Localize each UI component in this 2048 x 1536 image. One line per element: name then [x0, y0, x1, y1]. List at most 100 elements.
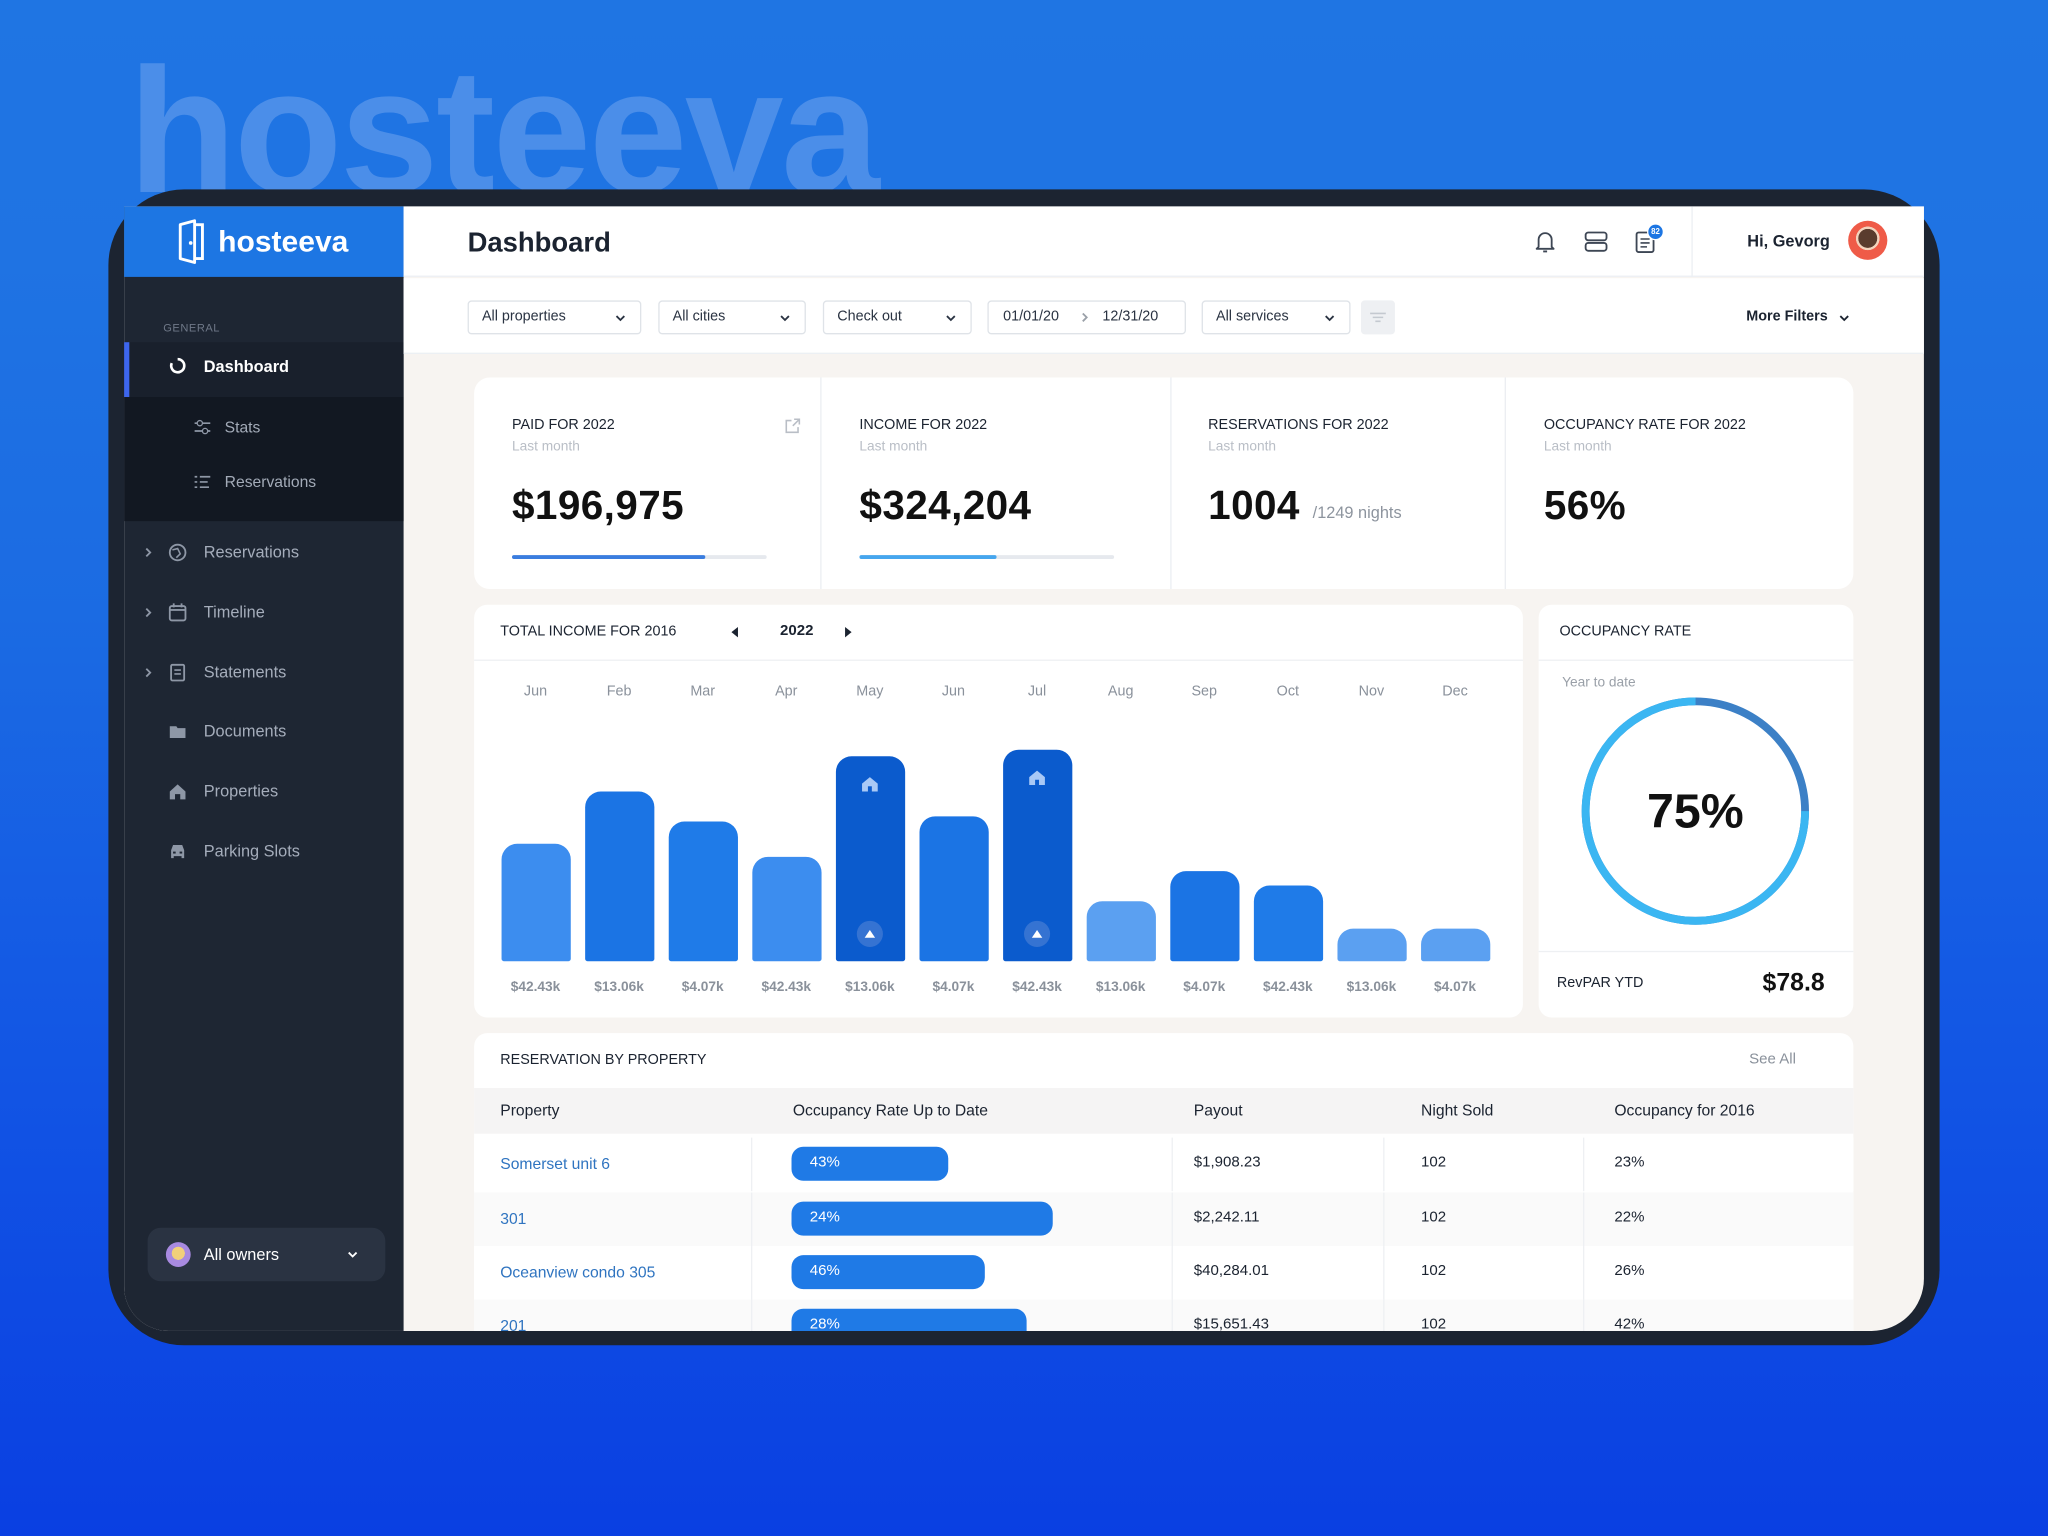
see-all[interactable]: See All [1749, 1051, 1796, 1068]
nav-item[interactable]: Documents [203, 721, 287, 741]
occupancy-bar [791, 1255, 985, 1290]
bar[interactable] [1253, 885, 1323, 962]
cell-separator [751, 1245, 753, 1299]
bar[interactable] [1336, 928, 1407, 962]
sidebar: GENERAL Dashboard Stats Reservations Reserva… [124, 206, 404, 1331]
notification-count: 82 [1651, 227, 1660, 236]
stack-icon-part [1584, 231, 1608, 242]
bar-label: $42.43k [1263, 979, 1313, 995]
property-link[interactable]: 201 [500, 1316, 527, 1331]
user-avatar[interactable] [1848, 220, 1888, 260]
bar[interactable] [584, 791, 654, 962]
cell-separator [1171, 1136, 1173, 1191]
nav-item[interactable]: Parking Slots [203, 842, 300, 861]
cell-separator [1583, 1191, 1585, 1246]
kpi-divider [1170, 377, 1172, 590]
submenu-item[interactable]: Reservations [224, 472, 317, 492]
owner-avatar [165, 1242, 191, 1267]
bar[interactable] [1420, 928, 1490, 962]
month-label: May [856, 683, 884, 700]
nav-icon-part [169, 357, 186, 374]
chevron [1325, 315, 1335, 322]
nav-icon-part [174, 669, 181, 675]
owner-select[interactable]: All owners [147, 1227, 386, 1282]
more-filters[interactable]: More Filters [1746, 308, 1828, 325]
card-divider [474, 659, 1523, 661]
nav-item[interactable]: Reservations [203, 543, 300, 562]
filter-button[interactable] [1360, 300, 1395, 335]
bar-house-icon-part [1035, 779, 1040, 785]
cell-separator [1383, 1136, 1385, 1191]
bar-label: $13.06k [845, 979, 895, 995]
nav-icon-part [168, 605, 187, 622]
occupancy-bar [791, 1201, 1053, 1236]
table-cell: $1,908.23 [1193, 1154, 1261, 1171]
bar-label: $13.06k [1095, 979, 1146, 995]
nav-item-active[interactable]: Dashboard [203, 357, 290, 376]
logo-icon-part [194, 223, 204, 261]
bar[interactable] [500, 843, 571, 962]
table-cell: 102 [1421, 1263, 1447, 1280]
kpi-title: OCCUPANCY RATE FOR 2022 [1543, 417, 1746, 433]
stack-icon [1584, 231, 1608, 252]
property-link[interactable]: Somerset unit 6 [500, 1154, 611, 1173]
table-cell: 26% [1614, 1263, 1645, 1280]
column-header: Occupancy for 2016 [1614, 1101, 1755, 1120]
kpi-value: $324,204 [859, 482, 1032, 529]
bar-house-icon [862, 777, 878, 792]
filter-dropdown[interactable] [467, 300, 642, 335]
table-cell: 102 [1421, 1154, 1447, 1171]
submenu-icon-part [201, 427, 209, 435]
bar-label: $4.07k [1183, 979, 1226, 995]
column-header: Occupancy Rate Up to Date [792, 1101, 988, 1120]
kpi-suffix: /1249 nights [1312, 503, 1402, 523]
bar-label: $13.06k [594, 979, 644, 995]
bar-up-badge [856, 920, 883, 947]
table-cell: $15,651.43 [1193, 1316, 1269, 1331]
nav-item[interactable]: Timeline [203, 603, 265, 622]
nav-icon [169, 726, 186, 738]
table-cell: 102 [1421, 1209, 1447, 1226]
kpi-value: 1004 [1208, 482, 1300, 529]
filter-icon [1370, 312, 1386, 323]
submenu-icon [194, 419, 211, 435]
filter-label: All properties [481, 308, 566, 325]
bar[interactable] [918, 816, 989, 962]
kpi-divider [820, 377, 822, 590]
nav-icon-part [179, 851, 183, 854]
month-label: Nov [1358, 683, 1385, 700]
list-icon-part [1635, 231, 1655, 253]
nav-icon [168, 603, 187, 622]
chevron-part [780, 315, 790, 322]
nav-active-row[interactable] [124, 342, 404, 398]
nav-item[interactable]: Properties [203, 782, 279, 801]
nav-item[interactable]: Statements [203, 663, 287, 682]
bar-house-icon [1029, 770, 1045, 785]
bar[interactable] [668, 821, 738, 962]
filter-dropdown[interactable] [822, 300, 972, 335]
bar-label: $4.07k [932, 979, 975, 995]
export-icon-part [792, 418, 801, 427]
submenu-item[interactable]: Stats [224, 417, 261, 437]
filter-dropdown[interactable] [1201, 300, 1351, 335]
bar[interactable] [1086, 901, 1156, 962]
kpi-title: INCOME FOR 2022 [859, 417, 988, 433]
table-row [474, 1245, 1854, 1299]
chevron [1082, 312, 1088, 322]
bar-up-badge [1023, 920, 1051, 947]
chevron [145, 668, 152, 678]
property-link[interactable]: Oceanview condo 305 [500, 1263, 656, 1282]
bar[interactable] [751, 856, 821, 962]
bar[interactable] [1169, 871, 1239, 962]
chart-year[interactable]: 2022 [780, 623, 814, 640]
cell-separator [751, 1191, 753, 1246]
bar-up-arrow-part [864, 929, 876, 938]
nav-icon [171, 845, 185, 859]
column-header: Payout [1193, 1101, 1243, 1120]
property-link[interactable]: 301 [500, 1209, 527, 1228]
nav-icon [168, 543, 187, 562]
date-from: 01/01/20 [1003, 308, 1060, 325]
nav-icon-part [173, 851, 176, 854]
owner-select-label[interactable]: All owners [203, 1245, 280, 1264]
card-divider [1538, 659, 1854, 661]
